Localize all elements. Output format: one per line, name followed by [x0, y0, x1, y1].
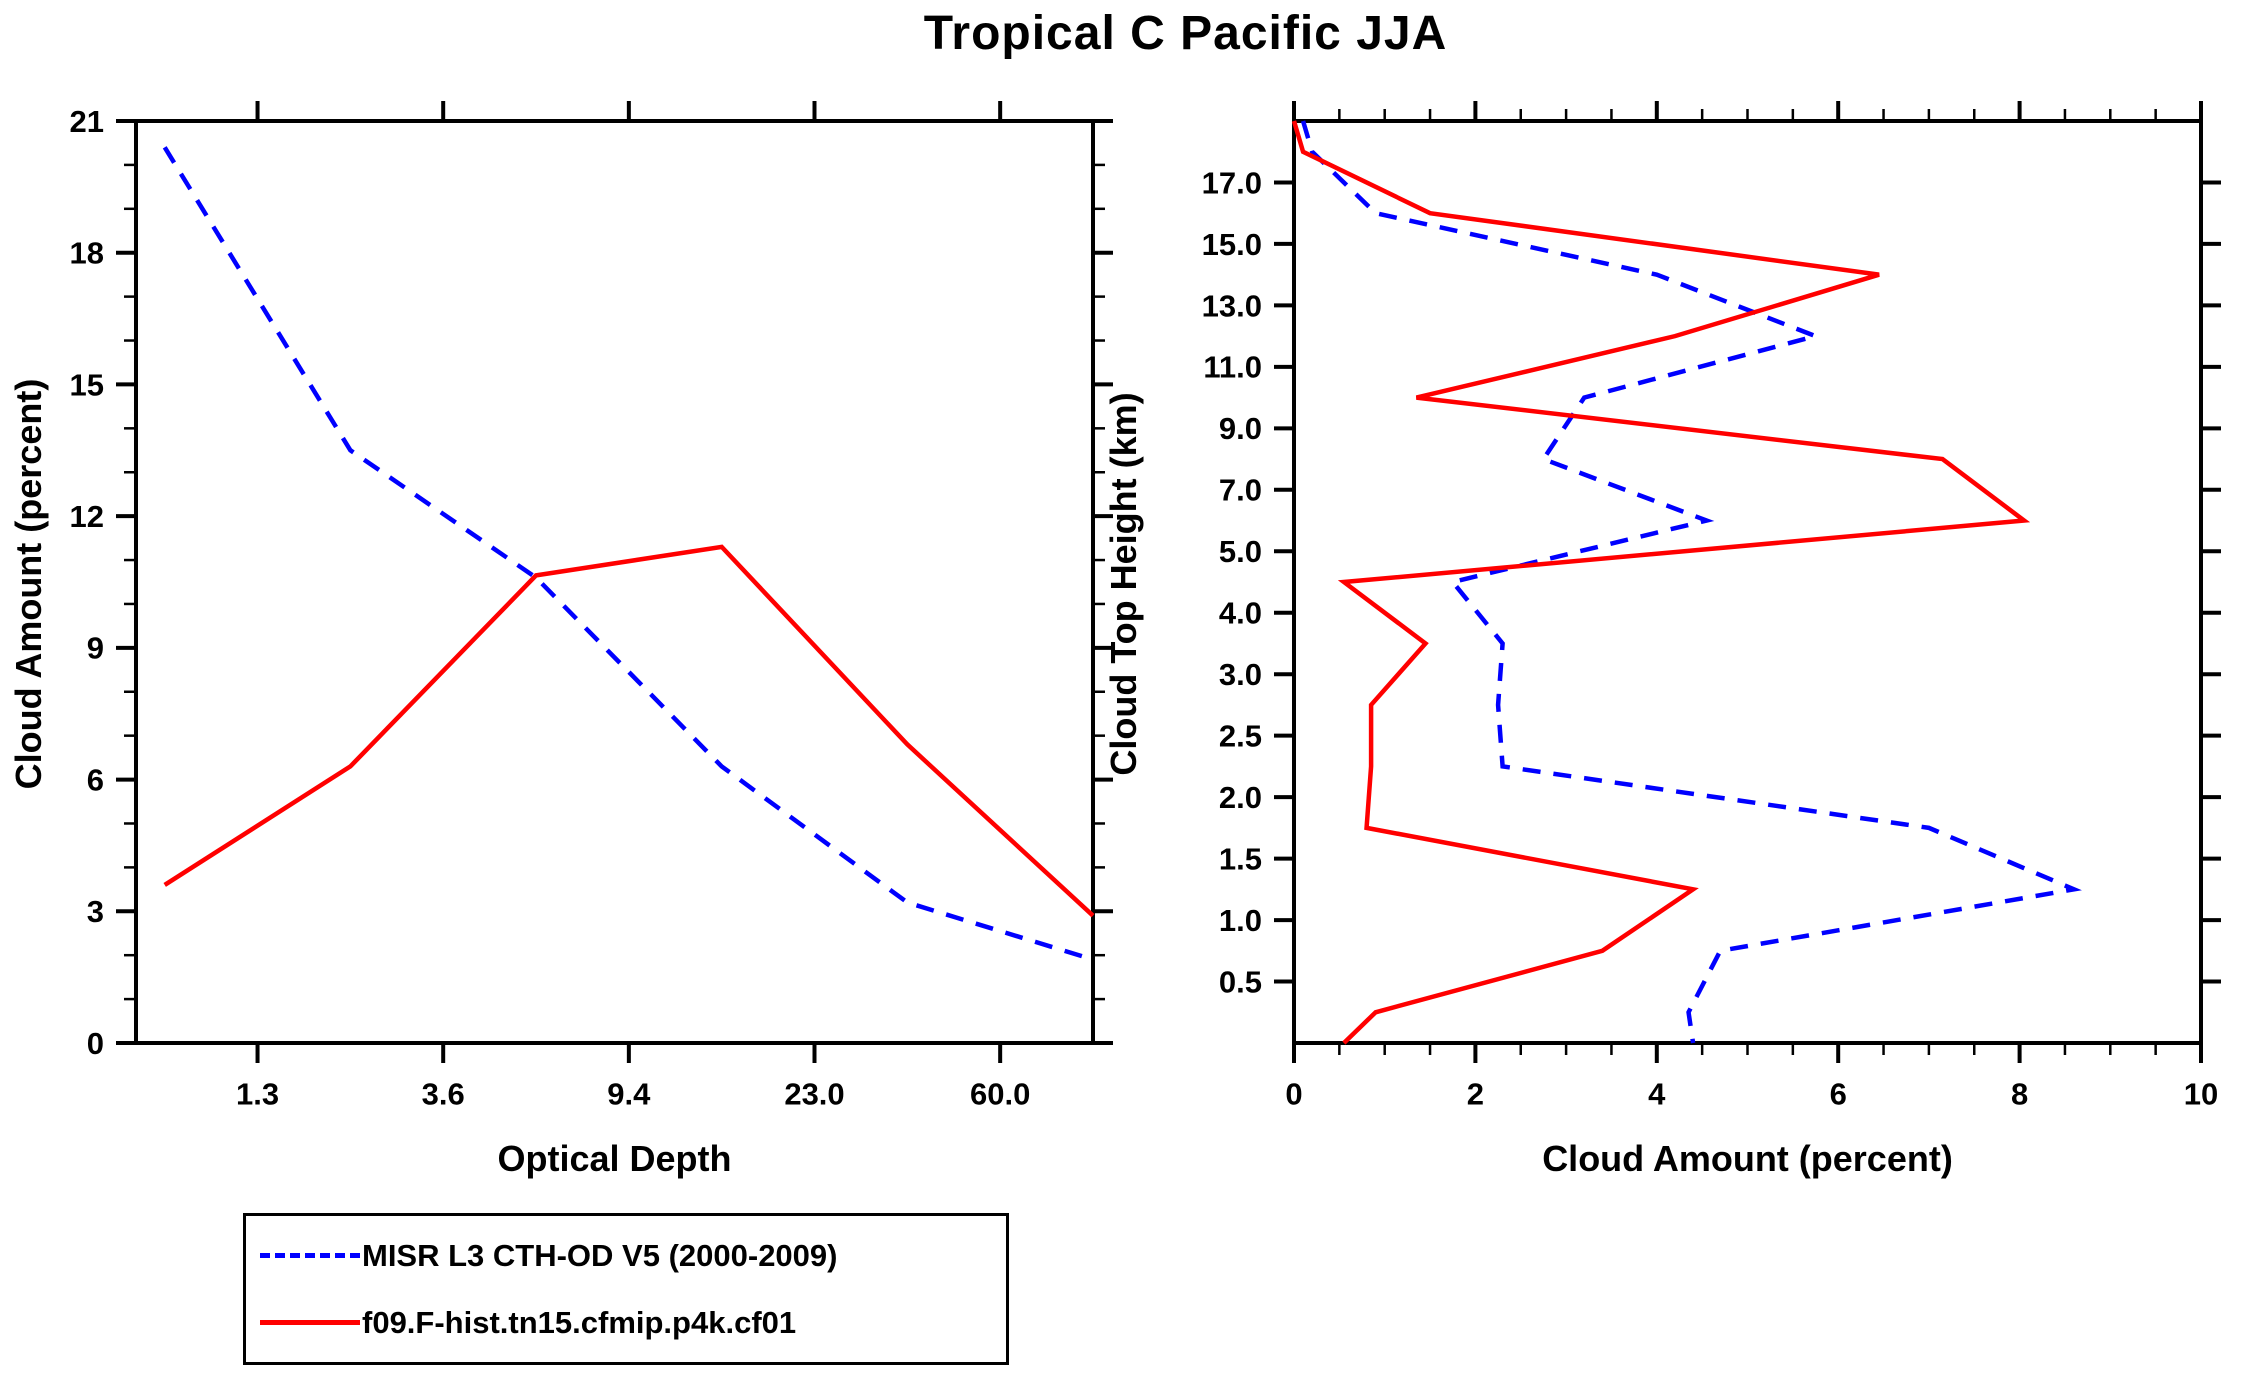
right-yaxis-title: Cloud Top Height (km) — [1103, 392, 1144, 776]
series-line-solid — [1291, 120, 2031, 1045]
y-axis-tick-label: 5.0 — [1219, 534, 1262, 569]
x-axis-tick-label: 10 — [2184, 1076, 2218, 1111]
legend-item-misr: MISR L3 CTH-OD V5 (2000-2009) — [246, 1222, 1006, 1289]
y-axis-tick-label: 4.0 — [1219, 596, 1262, 631]
y-axis-tick-label: 18 — [70, 236, 104, 271]
y-axis-tick-label: 12 — [70, 499, 104, 534]
x-axis-tick-label: 1.3 — [236, 1076, 279, 1111]
series-line-dashed — [1300, 120, 2082, 1044]
x-axis-tick-label: 60.0 — [970, 1076, 1030, 1111]
y-axis-tick-label: 1.0 — [1219, 903, 1262, 938]
y-axis-tick-label: 11.0 — [1203, 350, 1262, 385]
y-axis-tick-label: 13.0 — [1202, 288, 1262, 323]
y-axis-tick-label: 1.5 — [1219, 841, 1262, 876]
x-axis-tick-label: 2 — [1467, 1076, 1484, 1111]
x-axis-tick-label: 8 — [2011, 1076, 2028, 1111]
legend-item-model: f09.F-hist.tn15.cfmip.p4k.cf01 — [246, 1289, 1006, 1356]
plot-frame — [134, 119, 1095, 1045]
y-axis-tick-label: 9 — [87, 631, 104, 666]
y-axis-tick-label: 3.0 — [1219, 657, 1262, 692]
y-axis-tick-label: 0.5 — [1219, 964, 1262, 999]
legend: MISR L3 CTH-OD V5 (2000-2009) f09.F-hist… — [243, 1213, 1009, 1365]
series-line-dashed — [162, 146, 1094, 962]
plot-frame — [1292, 119, 2203, 1045]
y-axis-tick-label: 3 — [87, 894, 104, 929]
left-xaxis-title: Optical Depth — [497, 1138, 732, 1179]
x-axis-tick-label: 3.6 — [422, 1076, 465, 1111]
legend-line-dashed-icon — [260, 1253, 360, 1258]
chart-title: Tropical C Pacific JJA — [923, 7, 1448, 60]
y-axis-tick-label: 0 — [87, 1026, 104, 1061]
y-axis-tick-label: 15.0 — [1202, 227, 1262, 262]
y-axis-tick-label: 6 — [87, 762, 104, 797]
x-axis-tick-label: 0 — [1285, 1076, 1302, 1111]
x-axis-tick-label: 6 — [1830, 1076, 1847, 1111]
y-axis-tick-label: 17.0 — [1202, 165, 1262, 200]
y-axis-tick-label: 9.0 — [1219, 411, 1262, 446]
y-axis-tick-label: 15 — [70, 367, 104, 402]
right-xaxis-title: Cloud Amount (percent) — [1542, 1138, 1953, 1179]
legend-label-misr: MISR L3 CTH-OD V5 (2000-2009) — [362, 1237, 838, 1273]
legend-label-model: f09.F-hist.tn15.cfmip.p4k.cf01 — [362, 1304, 797, 1340]
y-axis-tick-label: 21 — [70, 104, 104, 139]
y-axis-tick-label: 2.5 — [1219, 719, 1262, 754]
y-axis-tick-label: 7.0 — [1219, 473, 1262, 508]
x-axis-tick-label: 9.4 — [607, 1076, 651, 1111]
series-line-solid — [163, 544, 1095, 918]
legend-line-solid-icon — [260, 1320, 360, 1325]
left-yaxis-title: Cloud Amount (percent) — [8, 378, 49, 790]
y-axis-tick-label: 2.0 — [1219, 780, 1262, 815]
x-axis-tick-label: 4 — [1648, 1076, 1666, 1111]
x-axis-tick-label: 23.0 — [784, 1076, 844, 1111]
